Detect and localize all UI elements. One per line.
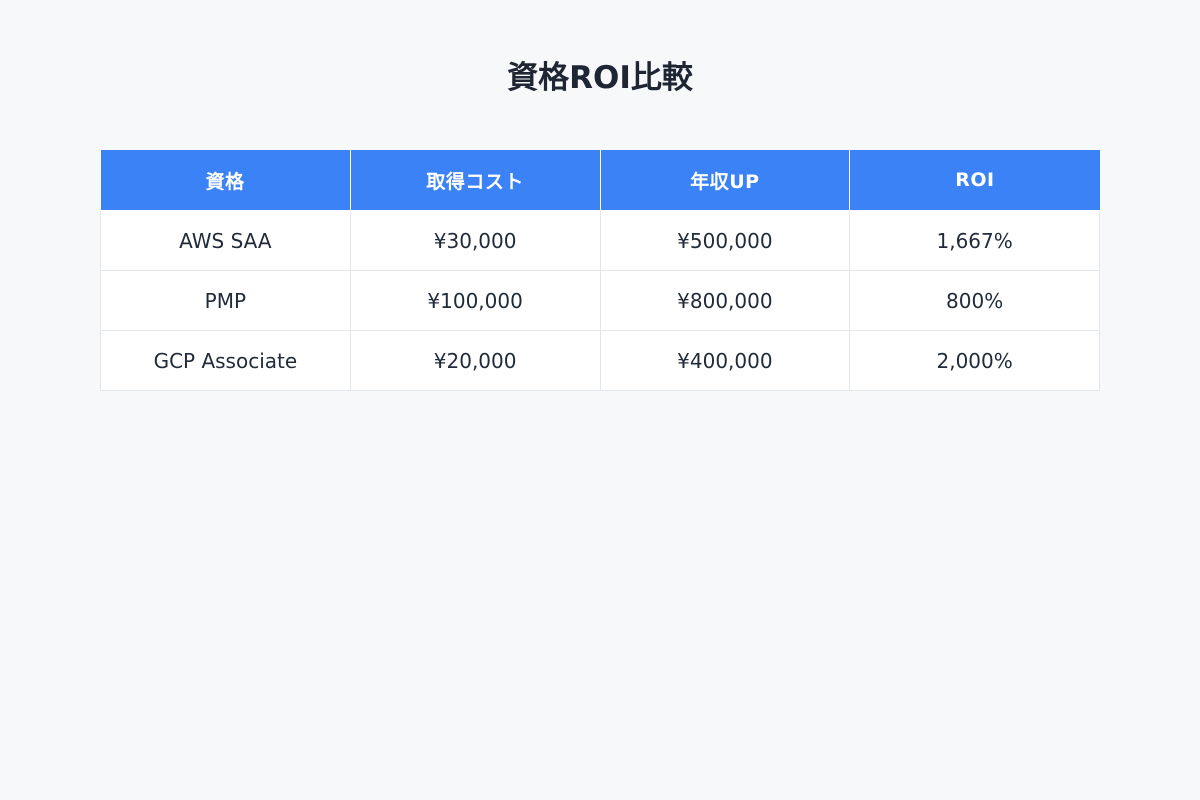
cell-acquisition-cost: ¥100,000 xyxy=(349,270,601,331)
table-header: 資格 取得コスト 年収UP ROI xyxy=(100,150,1100,211)
roi-comparison-table: 資格 取得コスト 年収UP ROI AWS SAA ¥30,000 ¥500,0… xyxy=(100,150,1100,391)
cell-acquisition-cost: ¥30,000 xyxy=(349,210,601,271)
cell-roi: 2,000% xyxy=(849,330,1100,391)
cell-income-up: ¥800,000 xyxy=(599,270,851,331)
cell-certification: PMP xyxy=(100,270,351,331)
cell-income-up: ¥500,000 xyxy=(599,210,851,271)
cell-certification: AWS SAA xyxy=(100,210,351,271)
column-header-certification: 資格 xyxy=(100,150,351,211)
column-header-roi: ROI xyxy=(849,150,1100,211)
column-header-acquisition-cost: 取得コスト xyxy=(349,150,601,211)
table-row-gcp-associate: GCP Associate ¥20,000 ¥400,000 2,000% xyxy=(100,330,1100,391)
page-title: 資格ROI比較 xyxy=(507,60,693,96)
cell-income-up: ¥400,000 xyxy=(599,330,851,391)
table-header-row: 資格 取得コスト 年収UP ROI xyxy=(100,150,1100,211)
column-header-income-up: 年収UP xyxy=(599,150,851,211)
cell-certification: GCP Associate xyxy=(100,330,351,391)
cell-acquisition-cost: ¥20,000 xyxy=(349,330,601,391)
table-body: AWS SAA ¥30,000 ¥500,000 1,667% PMP ¥100… xyxy=(100,210,1100,391)
table-row-aws-saa: AWS SAA ¥30,000 ¥500,000 1,667% xyxy=(100,210,1100,271)
cell-roi: 1,667% xyxy=(849,210,1100,271)
cell-roi: 800% xyxy=(849,270,1100,331)
table-row-pmp: PMP ¥100,000 ¥800,000 800% xyxy=(100,270,1100,331)
